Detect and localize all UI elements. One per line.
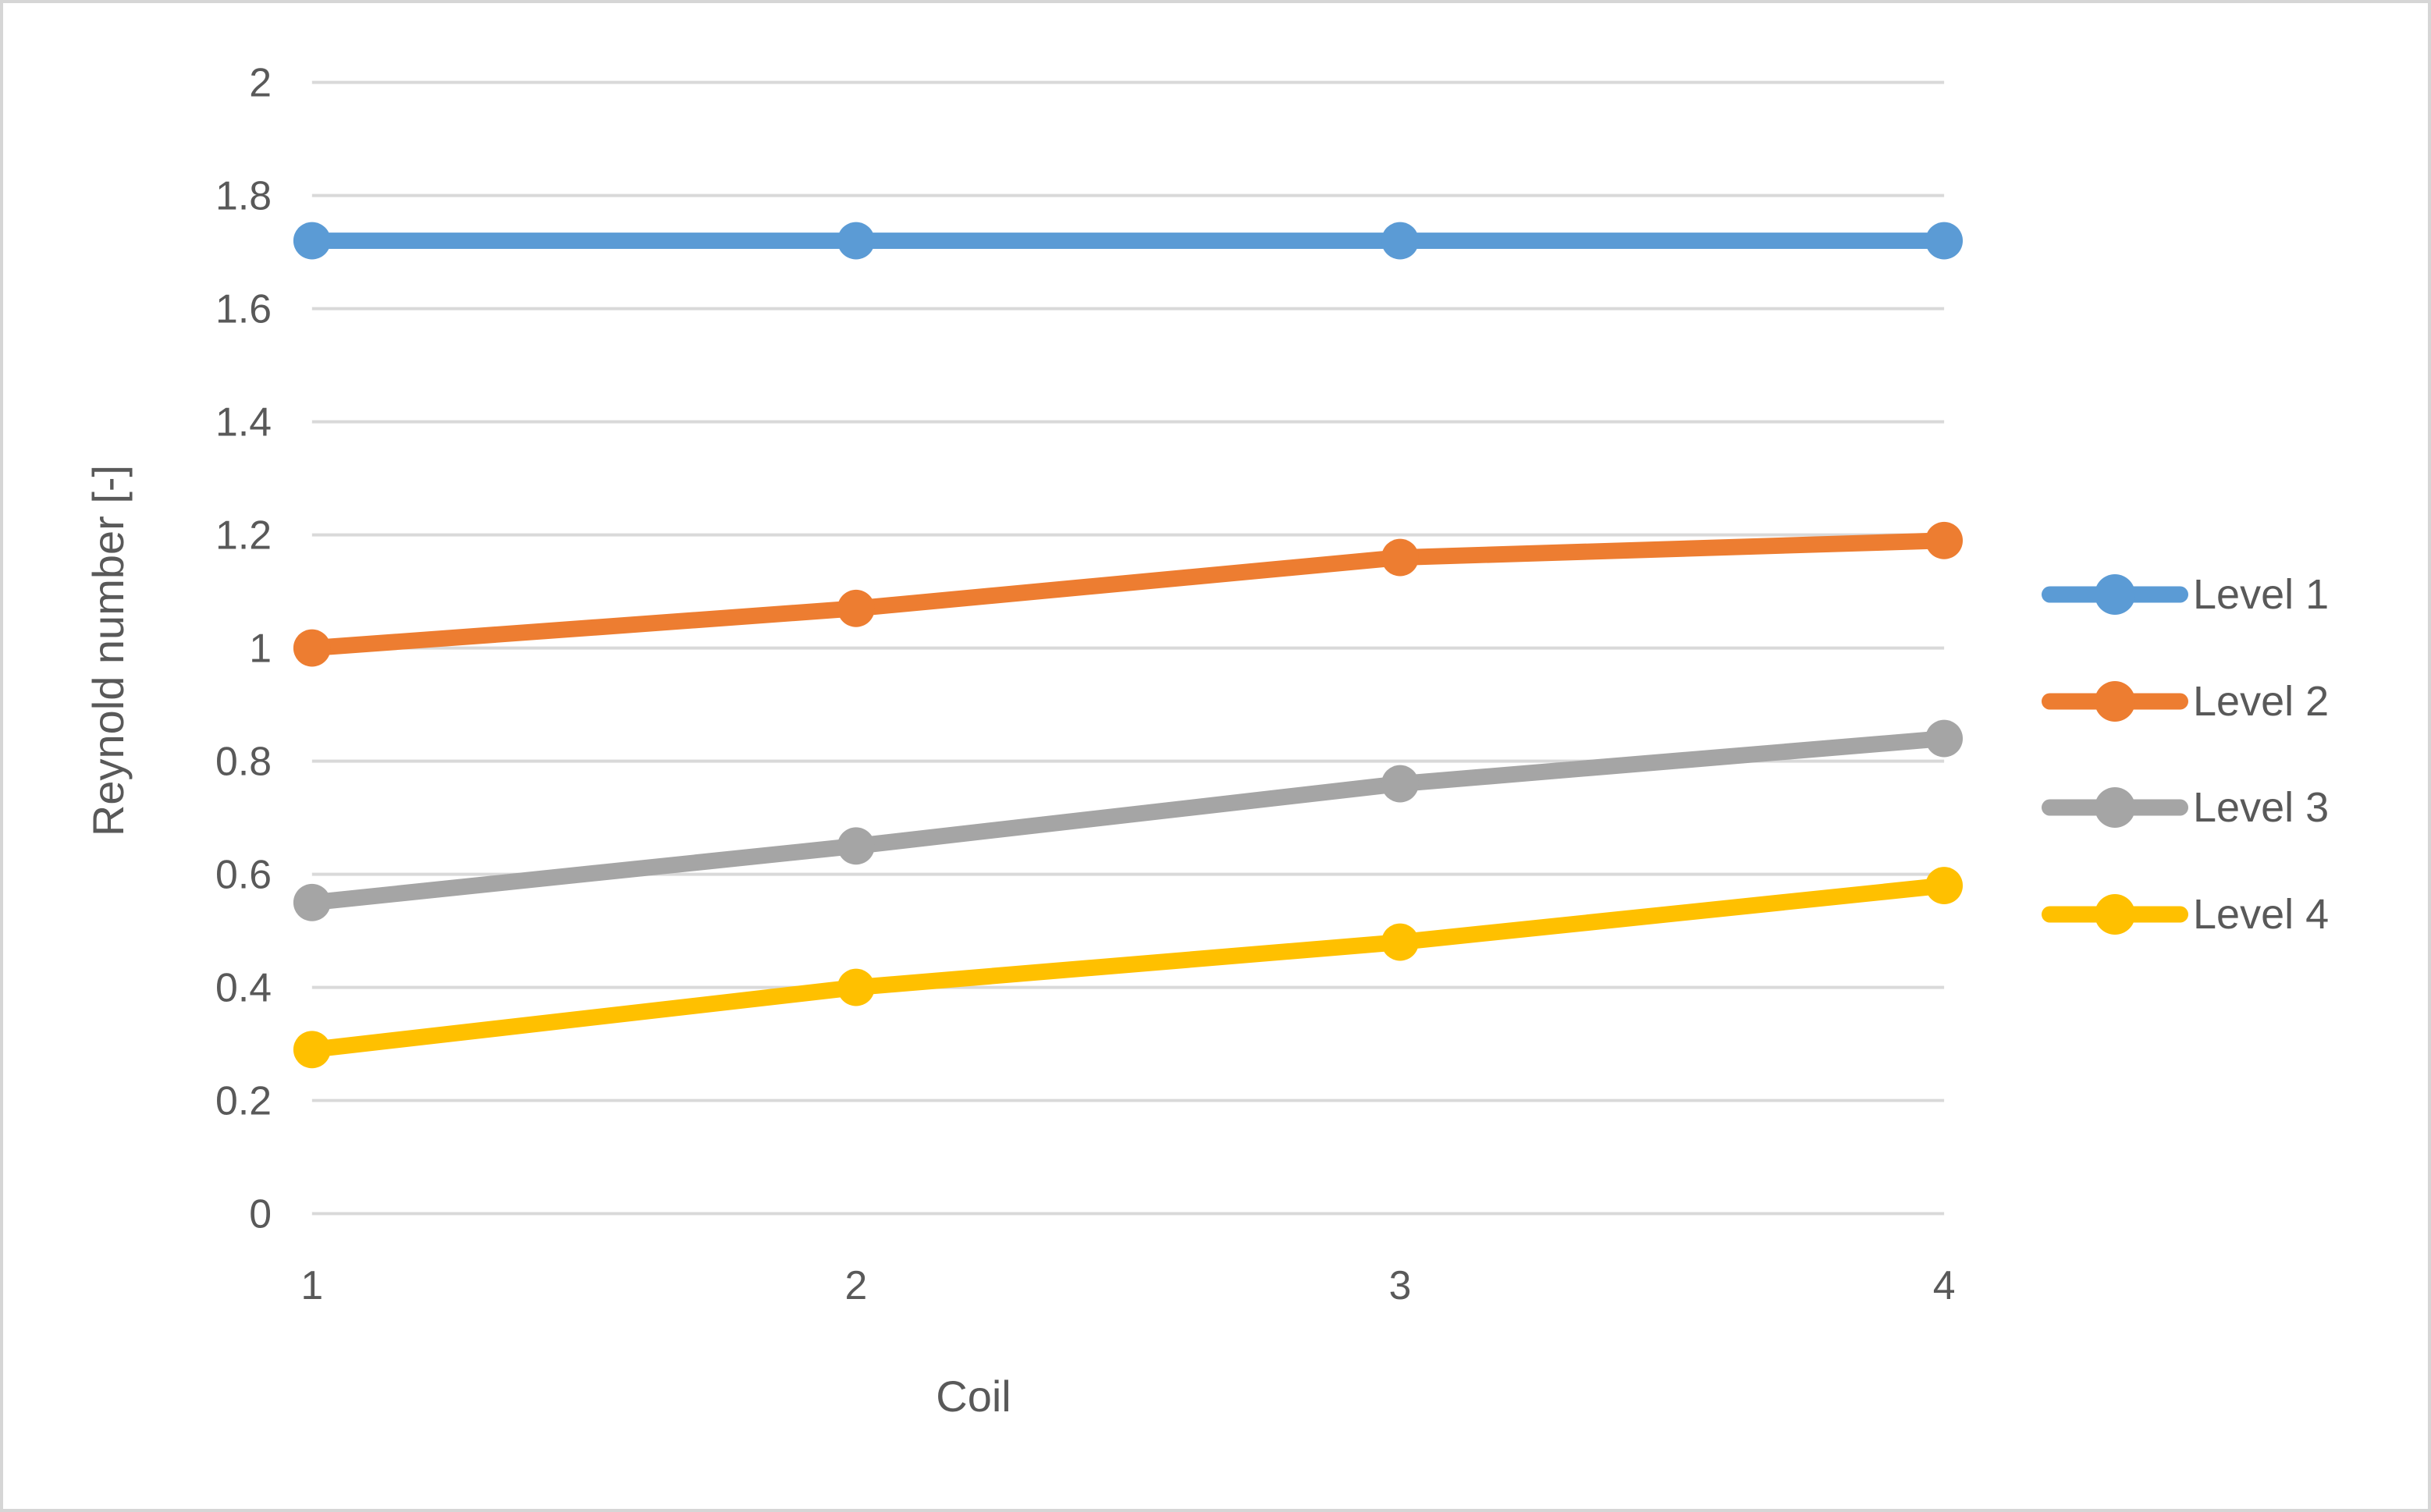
data-point-marker xyxy=(293,629,331,667)
legend-dot xyxy=(2095,574,2135,615)
data-point-marker xyxy=(1381,923,1419,961)
data-point-marker xyxy=(293,222,331,260)
legend-label: Level 4 xyxy=(2193,891,2330,938)
y-tick-label: 1 xyxy=(249,625,272,670)
legend-dot xyxy=(2095,894,2135,935)
data-point-marker xyxy=(837,968,875,1006)
x-tick-label: 2 xyxy=(845,1262,868,1308)
legend-label: Level 3 xyxy=(2193,784,2330,831)
y-axis-title: Reynold number [-] xyxy=(84,464,133,837)
data-point-marker xyxy=(1925,719,1964,758)
data-point-marker xyxy=(293,1031,331,1069)
series-line-level-2 xyxy=(304,532,1953,657)
legend-marker-icon xyxy=(2042,891,2188,938)
y-tick-label: 2 xyxy=(249,60,272,105)
data-point-marker xyxy=(1925,521,1964,559)
x-tick-label: 3 xyxy=(1389,1262,1412,1308)
x-tick-label: 4 xyxy=(1933,1262,1956,1308)
legend-marker-icon xyxy=(2042,571,2188,618)
y-tick-label: 0.6 xyxy=(215,851,272,896)
legend-marker-icon xyxy=(2042,678,2188,725)
y-tick-label: 1.8 xyxy=(215,173,272,218)
y-tick-label: 1.6 xyxy=(215,286,272,332)
legend-dot xyxy=(2095,787,2135,828)
data-point-marker xyxy=(837,827,875,865)
plot-area: 0 0.2 0.4 0.6 0.8 1 1.2 1.4 1.6 1.8 2 1 2 3 4 xyxy=(215,60,1964,1308)
legend-label: Level 1 xyxy=(2193,571,2330,618)
legend-row-level-4: Level 4 xyxy=(2042,891,2329,938)
data-point-marker xyxy=(837,222,875,260)
data-point-marker xyxy=(1925,867,1964,904)
data-point-marker xyxy=(837,589,875,627)
data-point-marker xyxy=(1925,222,1964,260)
legend-label: Level 2 xyxy=(2193,678,2330,725)
series-line-level-4 xyxy=(304,877,1953,1058)
data-point-marker xyxy=(1381,765,1419,803)
y-tick-label: 0.2 xyxy=(215,1077,272,1123)
legend-row-level-2: Level 2 xyxy=(2042,678,2329,725)
legend-row-level-3: Level 3 xyxy=(2042,784,2329,831)
y-tick-label: 1.2 xyxy=(215,513,272,558)
data-point-marker xyxy=(293,883,331,921)
legend-dot xyxy=(2095,681,2135,722)
x-tick-label: 1 xyxy=(300,1262,323,1308)
data-point-marker xyxy=(1381,222,1419,260)
y-tick-label: 0.8 xyxy=(215,738,272,783)
y-tick-label: 0 xyxy=(249,1191,272,1236)
y-tick-label: 1.4 xyxy=(215,399,272,445)
series-line-level-3 xyxy=(304,730,1953,911)
data-point-marker xyxy=(1381,538,1419,577)
y-tick-label: 0.4 xyxy=(215,964,272,1010)
legend: Level 1 Level 2 Level 3 Level 4 xyxy=(2042,3,2428,1509)
legend-marker-icon xyxy=(2042,784,2188,831)
legend-row-level-1: Level 1 xyxy=(2042,571,2329,618)
x-axis-title: Coil xyxy=(936,1372,1011,1421)
